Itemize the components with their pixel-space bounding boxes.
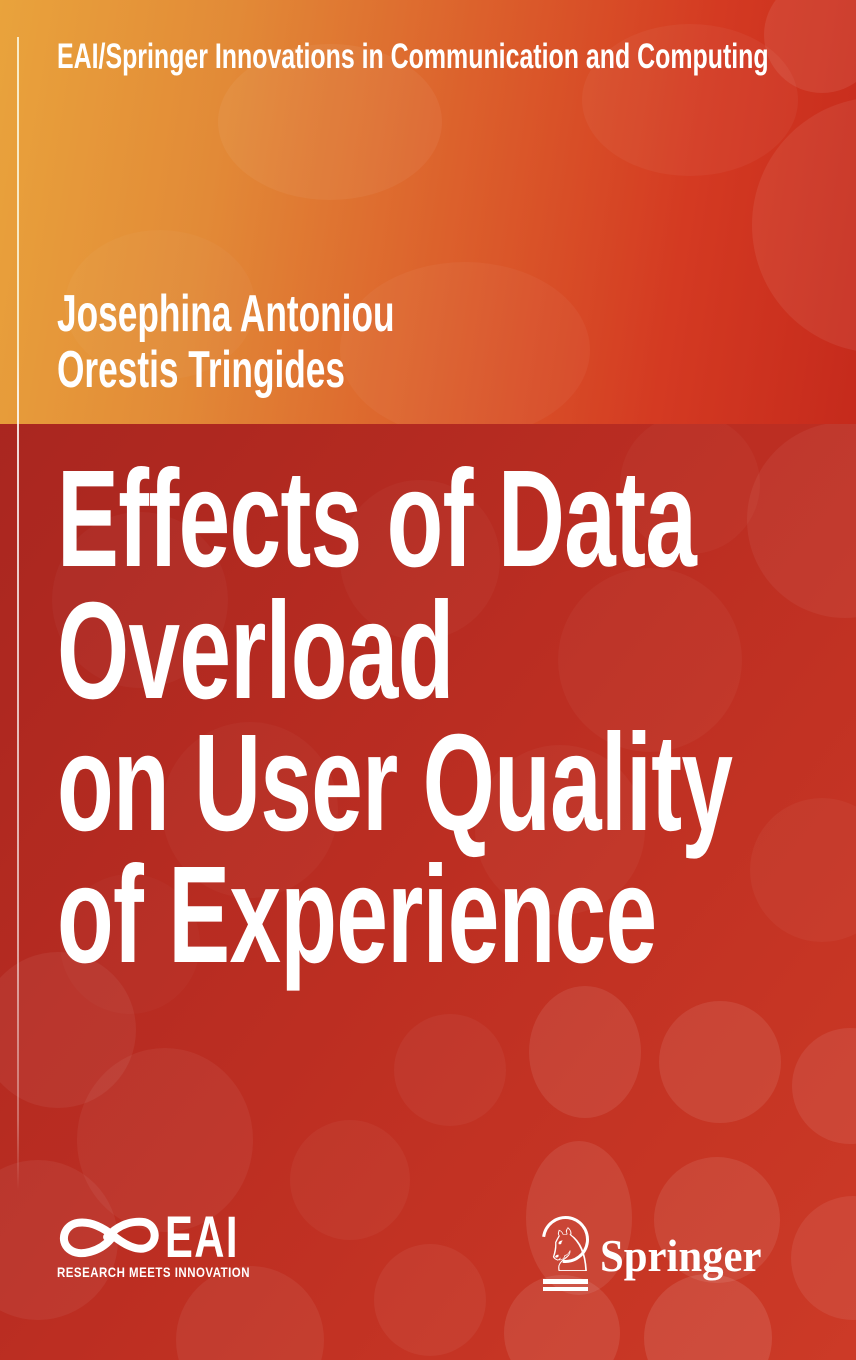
book-title-line: of Experience bbox=[57, 838, 657, 992]
eai-logo: EAI RESEARCH MEETS INNOVATION bbox=[57, 1206, 377, 1292]
left-accent-line bbox=[17, 37, 19, 1190]
springer-logo-text: Springer bbox=[600, 1231, 762, 1281]
book-title-line: Effects of Data bbox=[57, 442, 697, 596]
springer-logo: ♘ Springer bbox=[532, 1206, 803, 1295]
cover-body-band bbox=[0, 424, 856, 1360]
series-title: EAI/Springer Innovations in Communicatio… bbox=[57, 37, 769, 76]
authors-block: Josephina Antoniou Orestis Tringides bbox=[57, 286, 395, 398]
author-name: Orestis Tringides bbox=[57, 341, 346, 399]
cover-top-band bbox=[0, 0, 856, 424]
eai-tagline: RESEARCH MEETS INNOVATION bbox=[57, 1264, 251, 1280]
knight-baseline-bar bbox=[543, 1287, 588, 1291]
chess-knight-glyph: ♘ bbox=[543, 1216, 597, 1286]
book-title-line: on User Quality bbox=[57, 706, 733, 860]
background-circles-top bbox=[218, 0, 856, 424]
book-title-line: Overload bbox=[57, 574, 454, 728]
springer-knight-icon: ♘ bbox=[532, 1206, 599, 1293]
author-name: Josephina Antoniou bbox=[57, 285, 395, 343]
book-title: Effects of Data Overload on User Quality… bbox=[57, 442, 733, 992]
background-circles-body bbox=[0, 424, 856, 1360]
eai-logo-text: EAI bbox=[165, 1205, 239, 1270]
knight-baseline-bar bbox=[543, 1279, 588, 1284]
eai-infinity-icon bbox=[59, 1217, 159, 1258]
